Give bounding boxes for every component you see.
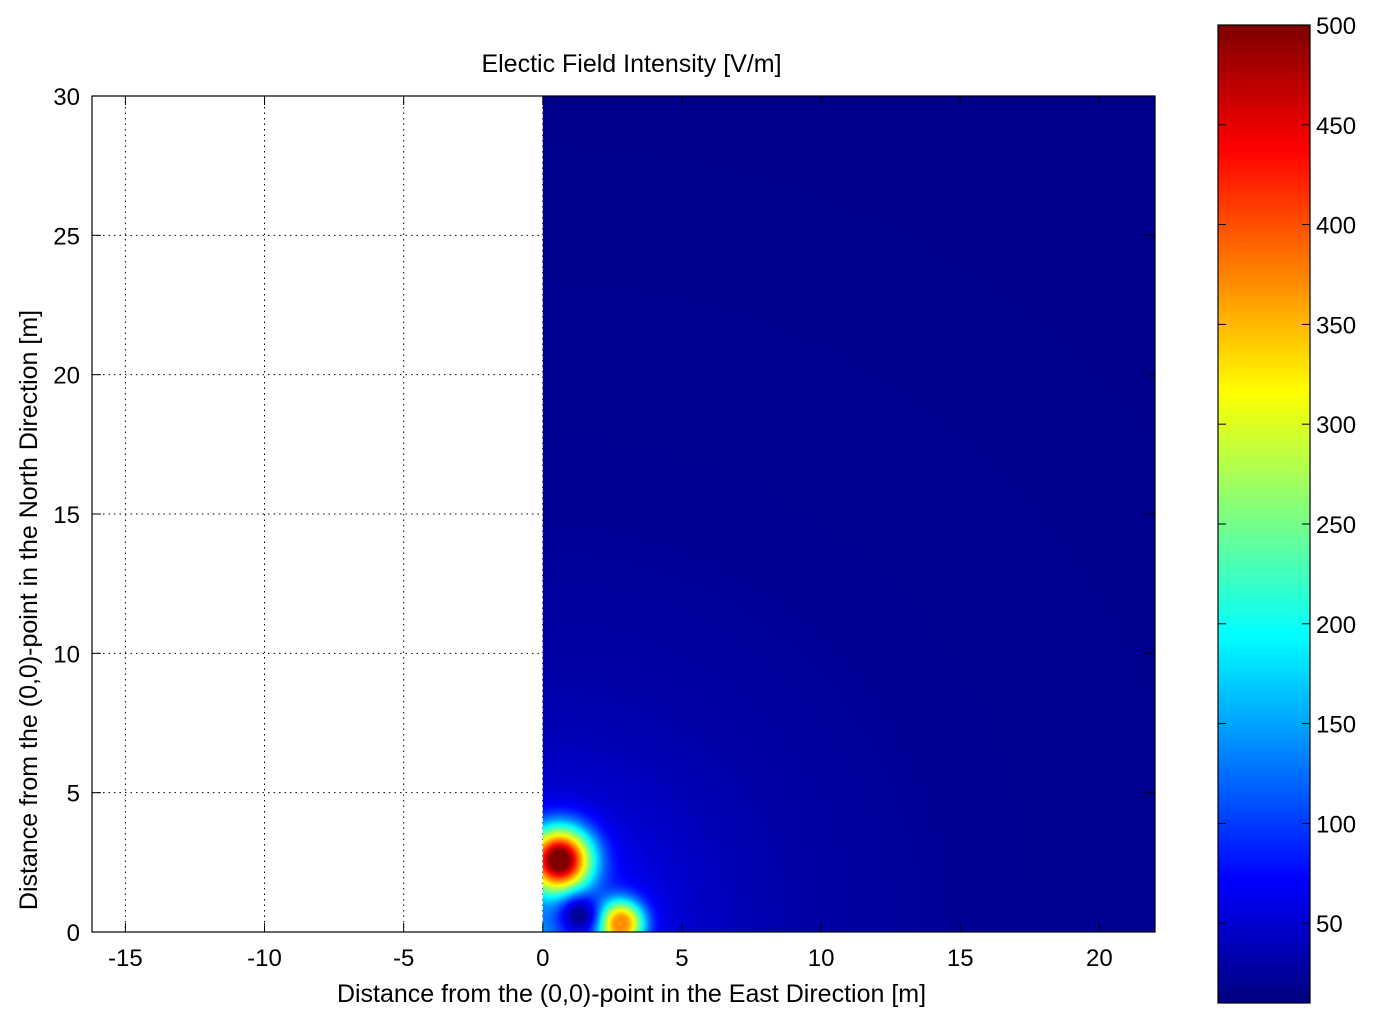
y-tick-label: 15 [53, 502, 80, 529]
colorbar-tick-label: 50 [1316, 911, 1343, 938]
x-tick-label: 0 [536, 945, 549, 972]
ticks: -15 -10 -5 0 5 10 15 20 0 5 10 15 20 25 30 [53, 84, 1155, 972]
chart-title: Electic Field Intensity [V/m] [481, 50, 781, 78]
x-tick-label: 20 [1086, 945, 1113, 972]
colorbar-tick-label: 350 [1316, 312, 1356, 339]
x-tick-label: -15 [108, 945, 143, 972]
y-tick-label: 25 [53, 223, 80, 250]
heatmap-field [542, 96, 1155, 932]
x-tick-label: -5 [393, 945, 414, 972]
colorbar-tick-label: 250 [1316, 512, 1356, 539]
colorbar-tick-label: 200 [1316, 612, 1356, 639]
y-tick-label: 20 [53, 363, 80, 390]
y-tick-label: 0 [67, 920, 80, 947]
colorbar: 50 100 150 200 250 300 350 400 450 500 [1217, 13, 1356, 1004]
x-tick-label: 5 [675, 945, 688, 972]
x-tick-label: 15 [947, 945, 974, 972]
colorbar-tick-label: 450 [1316, 113, 1356, 140]
y-tick-label: 10 [53, 641, 80, 668]
colorbar-tick-label: 300 [1316, 412, 1356, 439]
y-tick-label: 5 [67, 781, 80, 808]
x-tick-label: -10 [247, 945, 282, 972]
colorbar-tick-label: 500 [1316, 13, 1356, 40]
colorbar-tick-label: 400 [1316, 213, 1356, 240]
x-axis-label: Distance from the (0,0)-point in the Eas… [337, 980, 926, 1008]
y-tick-label: 30 [53, 84, 80, 111]
colorbar-tick-label: 100 [1316, 811, 1356, 838]
colorbar-frame [1217, 24, 1311, 1004]
colorbar-gradient [1218, 25, 1310, 1003]
x-tick-label: 10 [808, 945, 835, 972]
plot-area: -15 -10 -5 0 5 10 15 20 0 5 10 15 20 25 30 [53, 84, 1156, 972]
y-axis-label: Distance from the (0,0)-point in the Nor… [15, 310, 43, 910]
colorbar-tick-label: 150 [1316, 712, 1356, 739]
colorbar-ticks: 50 100 150 200 250 300 350 400 450 500 [1218, 13, 1356, 938]
